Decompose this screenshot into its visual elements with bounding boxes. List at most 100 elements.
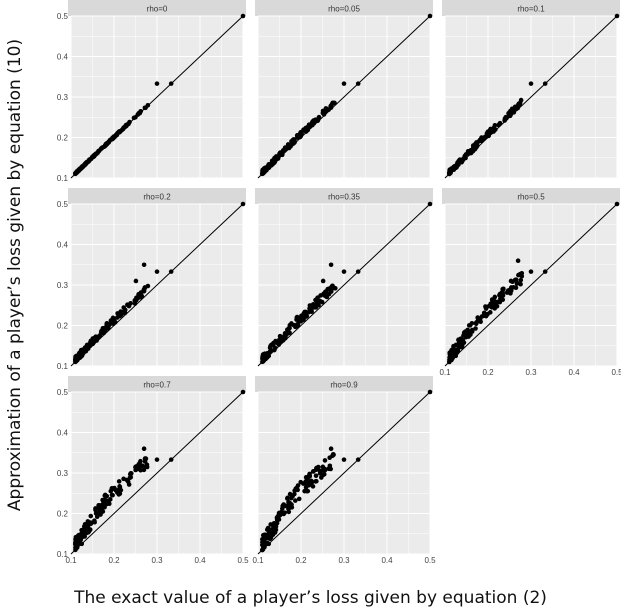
data-point [462,153,468,159]
facet-panel: rho=0.5 0.1 0.2 0.3 0.4 0.5 [439,188,621,377]
facet-label: rho=0 [147,5,168,14]
data-point [299,313,304,319]
data-point [289,140,295,146]
data-point [154,457,160,462]
x-tick-label: 0.4 [568,368,580,377]
data-point [102,492,108,498]
data-point [110,492,115,498]
data-point [427,201,433,207]
data-point [320,108,326,114]
data-point [305,127,311,133]
data-point [483,313,489,319]
facet-label: rho=0.5 [517,193,545,202]
data-point [143,105,148,111]
data-point [75,534,81,540]
data-point [508,285,514,290]
facet-label: rho=0.9 [330,381,358,390]
data-point [322,458,328,463]
data-point [97,148,102,154]
data-point [154,81,160,86]
data-point [492,122,498,128]
data-point [326,291,332,297]
data-point [308,303,314,308]
facet-panel: rho=0.9 0.1 0.2 0.3 0.4 0.5 [252,376,436,565]
data-point [325,286,331,292]
x-tick-label: 0.3 [525,368,537,377]
data-point [447,355,452,360]
data-point [304,488,310,494]
data-point [510,109,515,115]
x-tick-label: 0.1 [439,368,451,377]
data-point [126,482,132,487]
data-point [135,466,140,472]
data-point [104,501,109,507]
data-point [286,499,291,505]
data-point [328,262,334,268]
x-tick-label: 0.1 [65,556,77,565]
data-point [291,322,297,328]
data-point [292,498,298,503]
data-point [240,389,246,395]
data-point [272,529,278,535]
reference-line [70,391,244,555]
data-point [456,337,461,343]
data-point [79,527,84,533]
data-point [286,509,292,515]
data-point [102,143,108,149]
data-point [469,320,475,326]
data-point [287,322,293,328]
data-point [459,158,465,164]
x-tick-label: 0.3 [338,556,350,565]
data-point [514,281,520,286]
data-point [311,118,317,123]
x-tick-label: 0.3 [151,556,163,565]
data-point [355,269,361,274]
data-point [154,269,160,274]
data-point [528,81,534,86]
data-point [85,530,91,535]
y-tick-label: 0.2 [57,134,69,143]
data-point [490,303,496,309]
data-point [515,258,521,264]
x-tick-label: 0.1 [252,556,264,565]
data-point [313,305,319,310]
data-point [320,472,326,478]
facet-strip [442,188,620,204]
data-point [474,143,480,148]
data-point [113,488,119,493]
data-point [473,326,478,331]
data-point [73,539,78,545]
y-tick-label: 0.4 [57,53,69,62]
y-axis-label: Approximation of a player’s loss given b… [5,38,25,512]
data-point [108,488,114,494]
data-point [614,13,620,19]
data-point [542,81,548,86]
data-point [281,511,286,517]
facet-panel: rho=0.1 [442,0,620,179]
data-point [93,506,98,511]
data-point [90,339,95,345]
data-point [459,343,465,348]
facet-strip [68,188,246,204]
x-tick-label: 0.5 [424,556,436,565]
data-point [327,463,333,469]
data-point [73,546,79,551]
facet-strip [68,0,246,16]
facet-panel: rho=0.2 0.1 0.2 0.3 0.4 0.5 [57,188,246,371]
data-point [478,319,483,325]
facet-panel: rho=0.05 [255,0,433,179]
data-point [500,290,506,296]
data-point [85,522,91,528]
data-point [97,509,102,515]
data-point [79,165,85,171]
data-point [517,102,523,107]
data-point [455,348,461,354]
data-point [298,479,304,485]
data-point [79,541,85,547]
data-point [451,343,456,349]
y-tick-label: 0.2 [57,322,69,331]
data-point [453,353,459,359]
data-point [320,278,326,284]
data-point [463,334,469,340]
facet-strip [68,376,246,392]
